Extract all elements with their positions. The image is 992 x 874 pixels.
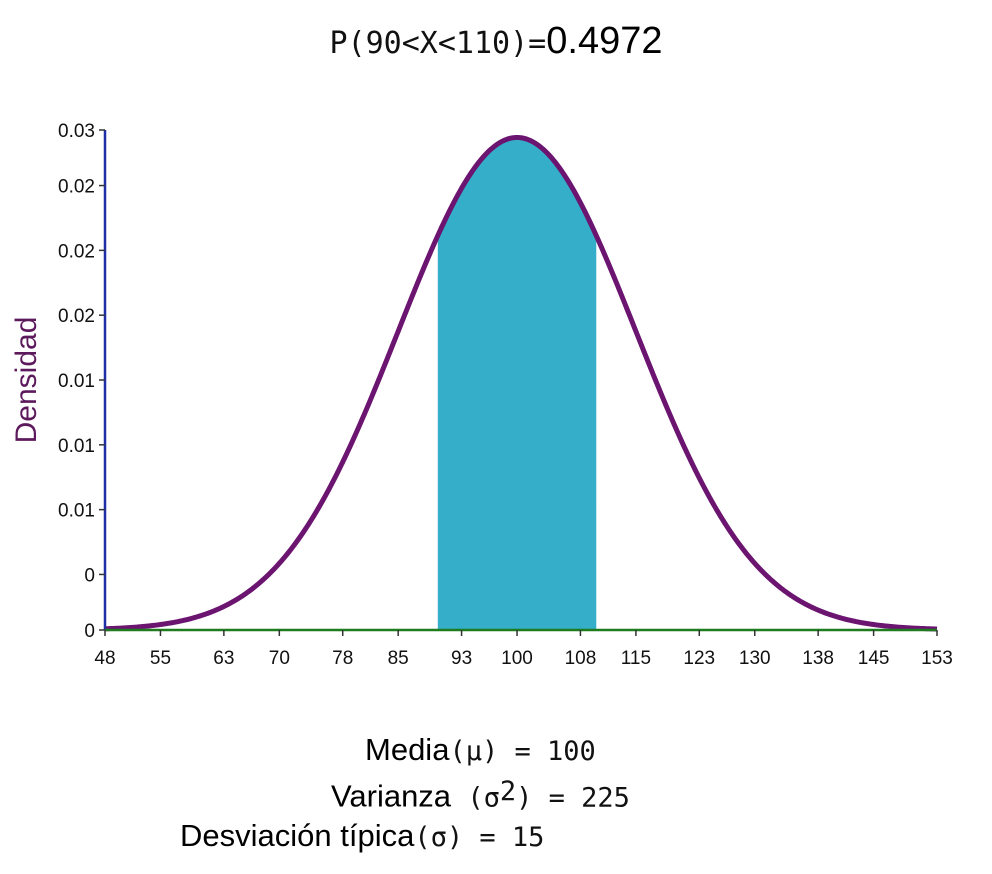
y-tick-label: 0.03 [58, 121, 95, 142]
std-line: Desviación típica(σ) = 15 [180, 818, 544, 854]
x-tick-label: 93 [451, 648, 472, 669]
y-tick-label: 0 [84, 621, 95, 642]
probability-expression: P(90<X<110)= [329, 26, 547, 61]
x-tick-label: 115 [621, 648, 651, 669]
std-value: = 15 [463, 822, 545, 853]
mean-symbol: (μ) [449, 736, 499, 767]
variance-line: Varianza (σ2) = 225 [331, 776, 630, 814]
probability-title: P(90<X<110)=0.4972 [0, 20, 992, 63]
y-tick-label: 0.02 [58, 177, 95, 198]
x-tick-label: 153 [921, 648, 953, 669]
x-tick-label: 85 [388, 648, 409, 669]
x-tick-label: 123 [683, 648, 715, 669]
variance-symbol-open: (σ [451, 782, 500, 814]
y-tick-label: 0.01 [58, 501, 95, 522]
x-tick-label: 100 [501, 648, 533, 669]
variance-symbol-close: ) [516, 782, 533, 814]
mean-value: = 100 [498, 736, 596, 767]
normal-distribution-chart: 48 55 63 70 78 85 93 100 108 115 123 130 138 145 153 0 0… [10, 121, 953, 669]
mean-line: Media(μ) = 100 [365, 732, 596, 768]
x-tick-label: 145 [858, 648, 890, 669]
y-tick-label: 0.02 [58, 306, 95, 327]
variance-value: = 225 [532, 782, 630, 814]
y-tick-label: 0.01 [58, 436, 95, 457]
y-tick-label: 0.02 [58, 241, 95, 262]
y-tick-label: 0.01 [58, 371, 95, 392]
density-curve [104, 134, 938, 632]
x-tick-label: 48 [94, 648, 115, 669]
y-tick-label: 0 [84, 565, 95, 586]
x-tick-label: 55 [150, 648, 171, 669]
x-tick-label: 70 [269, 648, 290, 669]
x-tick-label: 63 [213, 648, 234, 669]
x-tick-label: 138 [802, 648, 834, 669]
variance-label: Varianza [331, 778, 452, 814]
x-tick-label: 108 [565, 648, 597, 669]
variance-exponent: 2 [499, 776, 517, 807]
x-tick-label: 130 [739, 648, 771, 669]
shaded-probability-area [437, 137, 597, 631]
y-axis-label: Densidad [10, 317, 43, 444]
x-tick-label: 78 [332, 648, 353, 669]
probability-value: 0.4972 [546, 20, 663, 62]
std-label: Desviación típica [180, 818, 415, 853]
std-symbol: (σ) [414, 822, 464, 853]
mean-label: Media [365, 732, 450, 767]
